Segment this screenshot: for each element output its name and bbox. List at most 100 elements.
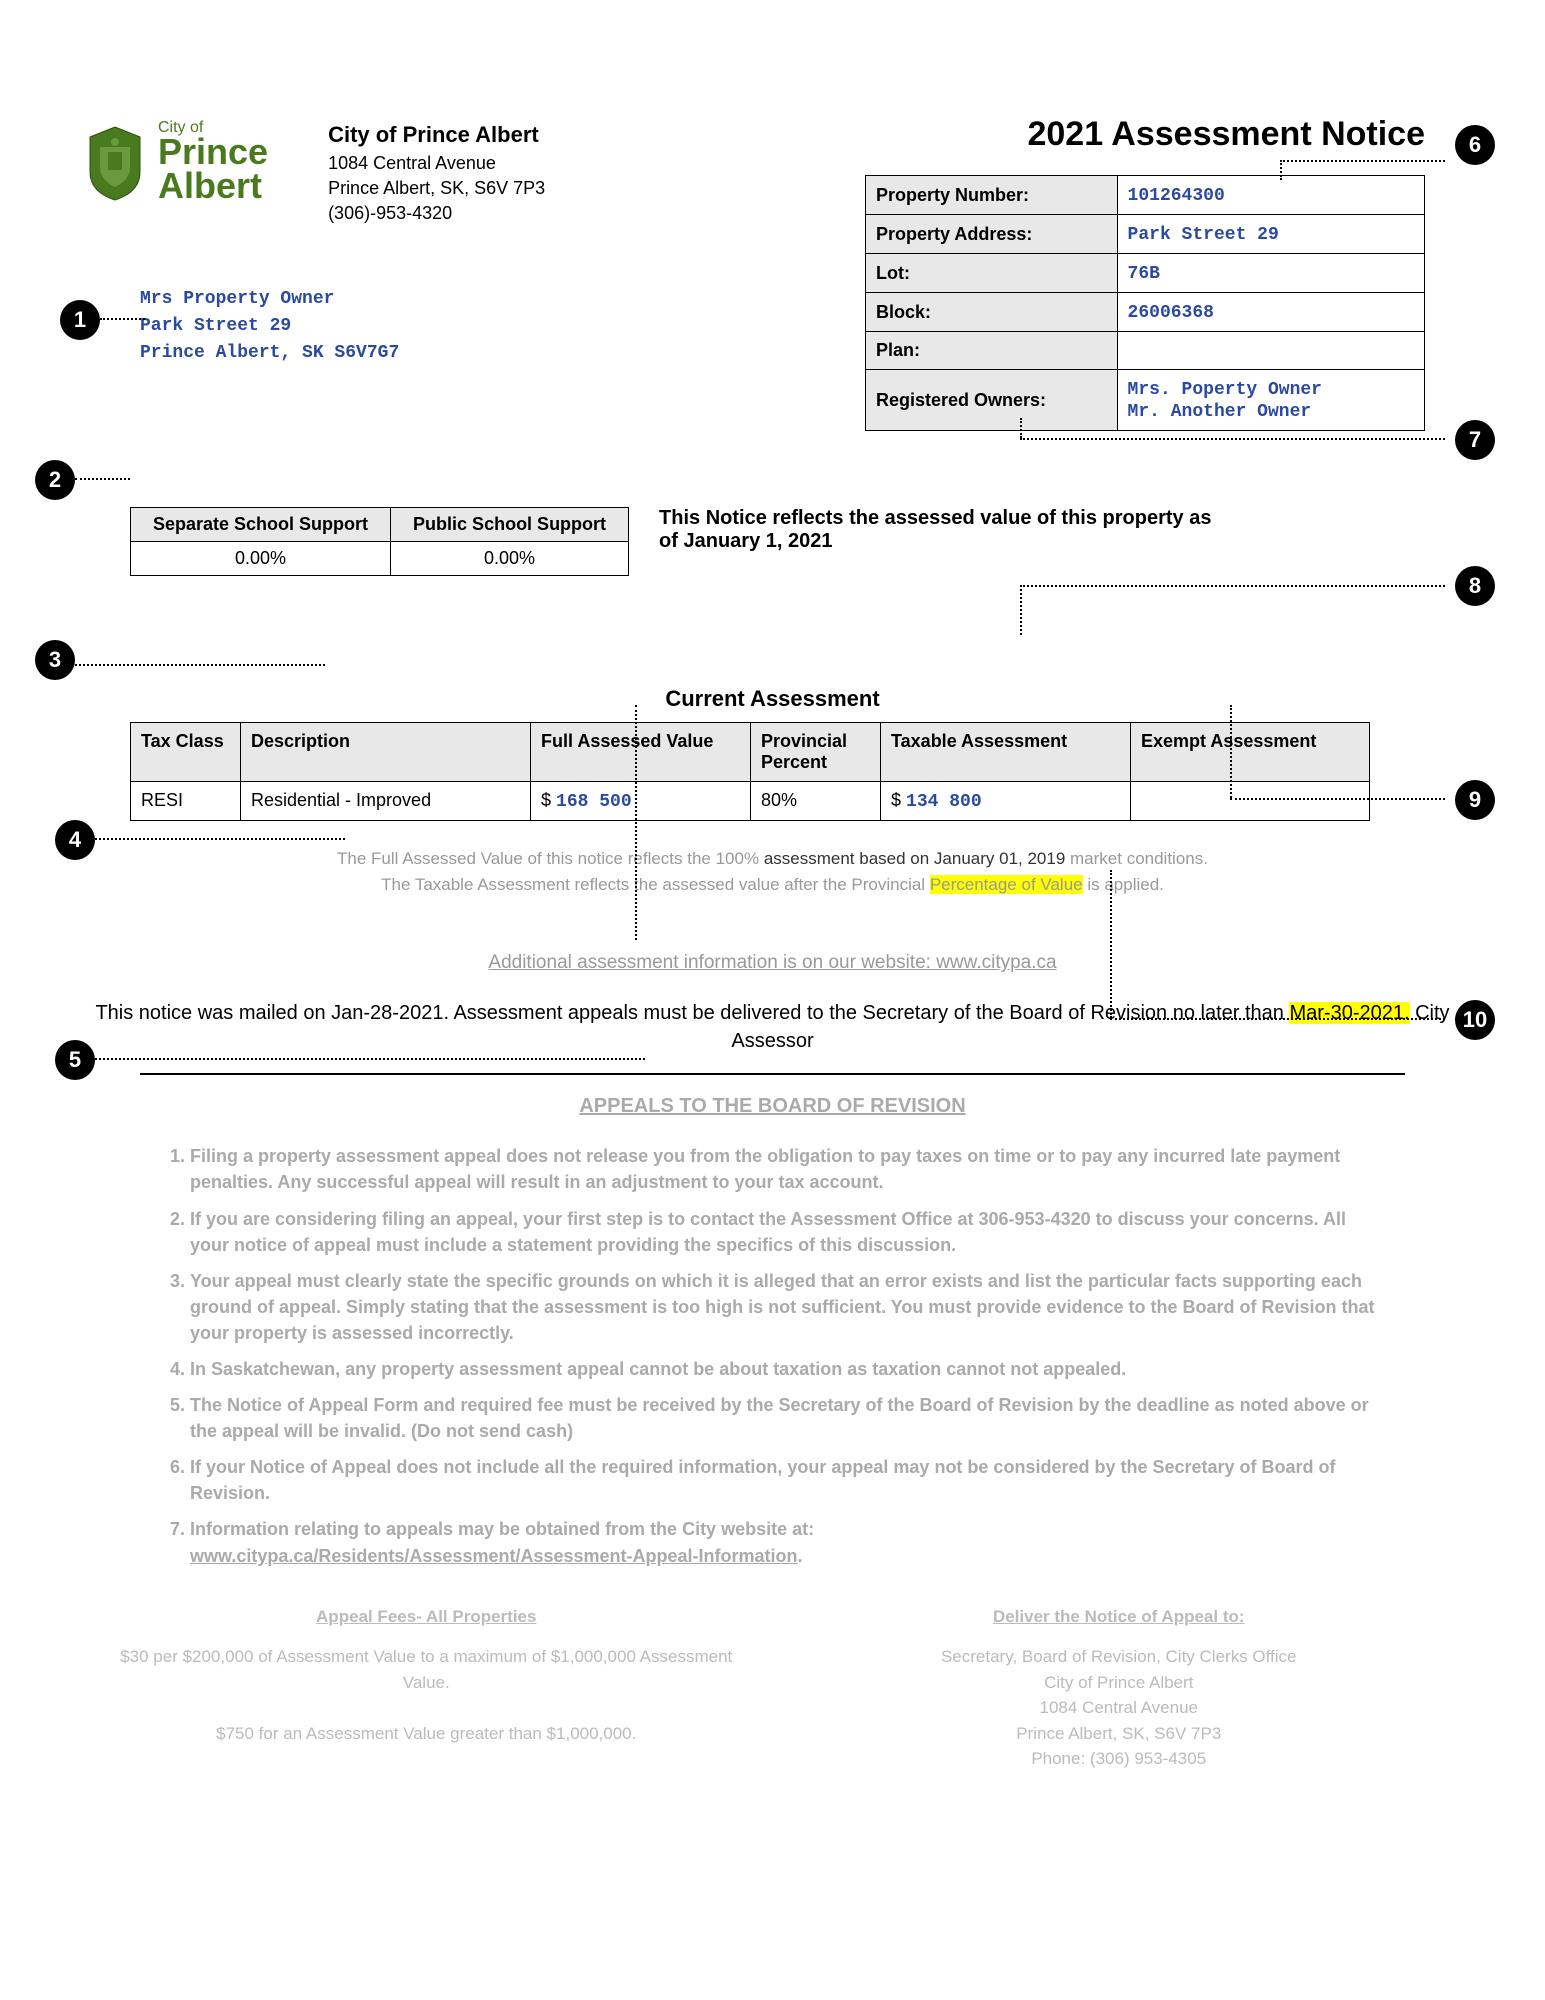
prop-owners-value: Mrs. Poperty Owner Mr. Another Owner xyxy=(1117,370,1424,431)
website-line: Additional assessment information is on … xyxy=(80,952,1465,974)
appeal-item-7: Information relating to appeals may be o… xyxy=(190,1516,1385,1568)
row-full-prefix: $ xyxy=(541,790,556,810)
prop-block-label: Block: xyxy=(866,293,1118,332)
prop-lot-label: Lot: xyxy=(866,254,1118,293)
footnote: The Full Assessed Value of this notice r… xyxy=(80,846,1465,897)
row-taxclass: RESI xyxy=(131,782,241,821)
connector-8a xyxy=(1020,585,1445,587)
logo-line2: Albert xyxy=(158,169,268,203)
prop-plan-value xyxy=(1117,332,1424,370)
fees-right-1: Secretary, Board of Revision, City Clerk… xyxy=(807,1644,1430,1670)
callout-10: 10 xyxy=(1455,1000,1495,1040)
fn1a: The Full Assessed Value of this notice r… xyxy=(337,849,764,868)
connector-10a xyxy=(1110,870,1112,1018)
crest-icon xyxy=(80,122,150,202)
property-info-table: Property Number: 101264300 Property Addr… xyxy=(865,175,1425,431)
connector-7a xyxy=(1020,438,1445,440)
fees-right-2: City of Prince Albert xyxy=(807,1670,1430,1696)
row-full: $ 168 500 xyxy=(531,782,751,821)
fn2a: The Taxable Assessment reflects the asse… xyxy=(381,875,930,894)
prop-owner1: Mrs. Poperty Owner xyxy=(1128,380,1322,400)
fees-left: Appeal Fees- All Properties $30 per $200… xyxy=(115,1604,738,1772)
connector-1 xyxy=(100,318,145,320)
city-phone: (306)-953-4320 xyxy=(328,201,545,226)
callout-2: 2 xyxy=(35,460,75,500)
website-link[interactable]: www.citypa.ca xyxy=(936,952,1056,973)
row-description: Residential - Improved xyxy=(241,782,531,821)
col-exempt: Exempt Assessment xyxy=(1131,723,1370,782)
connector-5 xyxy=(95,1058,645,1060)
city-addr2: Prince Albert, SK, S6V 7P3 xyxy=(328,176,545,201)
row-full-val: 168 500 xyxy=(556,792,632,812)
notice-title: 2021 Assessment Notice xyxy=(1027,115,1425,154)
appeal-item-5: The Notice of Appeal Form and required f… xyxy=(190,1392,1385,1444)
school-col2: Public School Support xyxy=(391,508,629,542)
connector-9a xyxy=(1230,705,1232,798)
callout-7: 7 xyxy=(1455,420,1495,460)
prop-address-value: Park Street 29 xyxy=(1117,215,1424,254)
assessment-table: Tax Class Description Full Assessed Valu… xyxy=(130,722,1370,821)
fn2b: Percentage of Value xyxy=(930,875,1083,894)
connector-mid xyxy=(635,705,637,940)
prop-plan-label: Plan: xyxy=(866,332,1118,370)
col-prov: Provincial Percent xyxy=(751,723,881,782)
col-taxclass: Tax Class xyxy=(131,723,241,782)
connector-9b xyxy=(1230,798,1445,800)
prop-number-text: 101264300 xyxy=(1128,186,1225,206)
col-description: Description xyxy=(241,723,531,782)
fn1b: assessment based on January 01, 2019 xyxy=(764,849,1065,868)
school-row: Separate School Support Public School Su… xyxy=(80,507,1465,576)
callout-9: 9 xyxy=(1455,780,1495,820)
prop-lot-text: 76B xyxy=(1128,264,1160,284)
col-full: Full Assessed Value xyxy=(531,723,751,782)
city-name: City of Prince Albert xyxy=(328,120,545,151)
appeals-list: Filing a property assessment appeal does… xyxy=(190,1143,1385,1568)
school-val1: 0.00% xyxy=(131,542,391,576)
fees-left-1: $30 per $200,000 of Assessment Value to … xyxy=(115,1644,738,1695)
appeal-item-7-link[interactable]: www.citypa.ca/Residents/Assessment/Asses… xyxy=(190,1546,798,1566)
prop-address-text: Park Street 29 xyxy=(1128,225,1279,245)
current-assessment-heading: Current Assessment xyxy=(80,686,1465,712)
city-addr1: 1084 Central Avenue xyxy=(328,151,545,176)
prop-owners-label: Registered Owners: xyxy=(866,370,1118,431)
connector-6a xyxy=(1280,160,1445,162)
row-taxable-prefix: $ xyxy=(891,790,906,810)
callout-4: 4 xyxy=(55,820,95,860)
city-address-block: City of Prince Albert 1084 Central Avenu… xyxy=(328,120,545,226)
connector-4 xyxy=(95,838,345,840)
callout-3: 3 xyxy=(35,640,75,680)
fees-right: Deliver the Notice of Appeal to: Secreta… xyxy=(807,1604,1430,1772)
notice-reflects: This Notice reflects the assessed value … xyxy=(659,507,1219,553)
divider xyxy=(140,1073,1405,1075)
connector-8b xyxy=(1020,585,1022,635)
callout-5: 5 xyxy=(55,1040,95,1080)
appeal-item-7a: Information relating to appeals may be o… xyxy=(190,1519,814,1539)
fees-row: Appeal Fees- All Properties $30 per $200… xyxy=(80,1604,1465,1772)
connector-6b xyxy=(1280,160,1282,180)
appeal-item-2: If you are considering filing an appeal,… xyxy=(190,1206,1385,1258)
callout-1: 1 xyxy=(60,300,100,340)
appeal-item-6: If your Notice of Appeal does not includ… xyxy=(190,1454,1385,1506)
fees-right-5: Phone: (306) 953-4305 xyxy=(807,1746,1430,1772)
city-logo: City of Prince Albert xyxy=(80,120,268,204)
fees-left-h: Appeal Fees- All Properties xyxy=(115,1604,738,1630)
prop-address-label: Property Address: xyxy=(866,215,1118,254)
prop-block-value: 26006368 xyxy=(1117,293,1424,332)
callout-8: 8 xyxy=(1455,566,1495,606)
school-col1: Separate School Support xyxy=(131,508,391,542)
logo-line1: Prince xyxy=(158,135,268,169)
col-taxable: Taxable Assessment xyxy=(881,723,1131,782)
assessment-row: RESI Residential - Improved $ 168 500 80… xyxy=(131,782,1370,821)
fn1c: market conditions. xyxy=(1065,849,1208,868)
row-prov: 80% xyxy=(751,782,881,821)
row-exempt xyxy=(1131,782,1370,821)
fees-right-4: Prince Albert, SK, S6V 7P3 xyxy=(807,1721,1430,1747)
prop-owner2: Mr. Another Owner xyxy=(1128,402,1312,422)
connector-7b xyxy=(1020,418,1022,438)
prop-block-text: 26006368 xyxy=(1128,303,1214,323)
mailed-notice: This notice was mailed on Jan-28-2021. A… xyxy=(80,999,1465,1055)
prop-number-value: 101264300 xyxy=(1117,176,1424,215)
connector-10b xyxy=(1110,1018,1445,1020)
appeals-title: APPEALS TO THE BOARD OF REVISION xyxy=(80,1095,1465,1118)
fees-right-h: Deliver the Notice of Appeal to: xyxy=(807,1604,1430,1630)
